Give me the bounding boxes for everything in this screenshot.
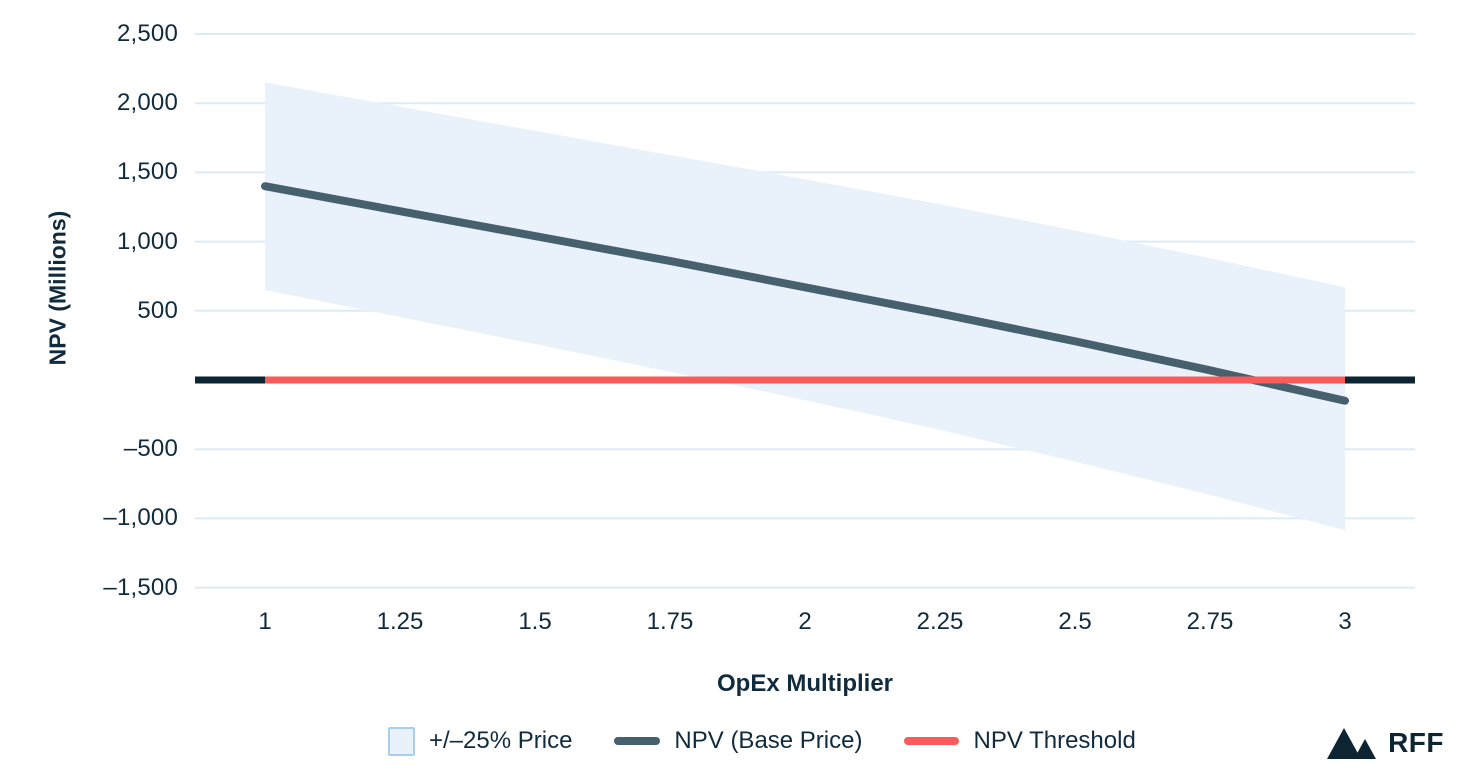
y-tick-label: 2,000 <box>116 89 178 117</box>
y-tick-label: –1,000 <box>103 504 178 532</box>
mountains-icon <box>1327 728 1377 759</box>
logo-text: RFF <box>1388 727 1444 758</box>
x-tick-label: 3 <box>1338 608 1352 635</box>
y-tick-label: –1,500 <box>103 573 178 601</box>
y-tick-label: 2,500 <box>116 20 178 47</box>
npv-base-line <box>261 182 1349 405</box>
y-tick-label: 1,500 <box>116 158 178 186</box>
y-axis-title: NPV (Millions) <box>44 210 71 366</box>
x-tick-label: 1.75 <box>646 608 694 635</box>
x-tick-label: 2.5 <box>1058 608 1092 635</box>
rff-logo: RFF <box>1325 726 1444 760</box>
y-tick-label: –500 <box>123 435 178 463</box>
dark-line-swatch-icon <box>614 737 661 745</box>
x-tick-label: 1.5 <box>518 608 552 635</box>
y-tick-label: 500 <box>137 296 178 324</box>
legend-item-price-band: +/–25% Price <box>388 726 573 756</box>
legend-label: NPV Threshold <box>973 727 1136 754</box>
npv-sensitivity-chart <box>195 33 1415 589</box>
price-band-area <box>265 82 1345 531</box>
band-swatch-icon <box>388 726 415 756</box>
legend-item-npv-threshold: NPV Threshold <box>904 727 1136 755</box>
y-tick-label: 1,000 <box>116 227 178 255</box>
x-tick-label: 2 <box>798 608 812 635</box>
chart-legend: +/–25% Price NPV (Base Price) NPV Thresh… <box>388 722 1136 760</box>
x-tick-label: 2.75 <box>1186 608 1234 635</box>
legend-label: NPV (Base Price) <box>674 727 863 754</box>
red-line-swatch-icon <box>904 737 960 745</box>
x-tick-label: 1.25 <box>376 608 424 635</box>
x-tick-label: 2.25 <box>916 608 964 635</box>
legend-item-npv-base: NPV (Base Price) <box>614 727 862 755</box>
legend-label: +/–25% Price <box>429 727 573 754</box>
x-axis-title: OpEx Multiplier <box>716 670 894 697</box>
x-tick-label: 1 <box>258 608 272 635</box>
